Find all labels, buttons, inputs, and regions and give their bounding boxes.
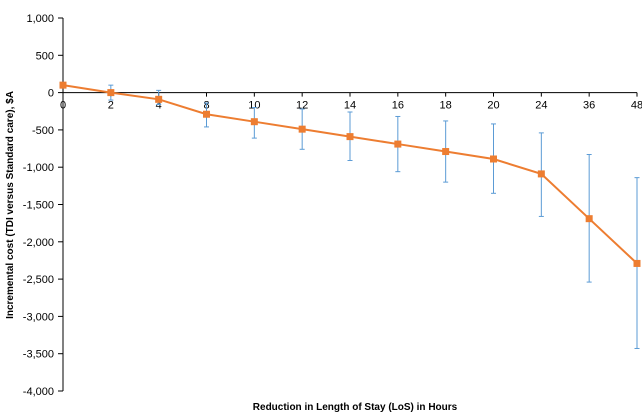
x-tick-label: 16: [392, 100, 404, 112]
y-tick-label: -2,000: [23, 237, 54, 249]
x-tick-label: 10: [248, 100, 260, 112]
x-tick-label: 36: [583, 100, 595, 112]
x-tick-label: 12: [296, 100, 308, 112]
x-tick-label: 20: [487, 100, 499, 112]
data-point: [155, 95, 163, 103]
x-tick-label: 48: [631, 100, 642, 112]
data-point: [203, 110, 210, 118]
y-tick-label: -1,500: [23, 200, 54, 212]
error-bars: [108, 84, 640, 349]
y-tick-label: -2,500: [23, 274, 54, 286]
x-tick-label: 2: [108, 100, 114, 112]
data-point: [298, 125, 306, 133]
y-tick-label: 0: [48, 88, 54, 100]
x-tick-marks: [62, 92, 638, 97]
y-tick-label: -1,000: [23, 162, 54, 174]
data-point: [250, 118, 258, 126]
data-point: [346, 133, 354, 141]
x-tick-label: 18: [440, 100, 452, 112]
x-tick-label: 24: [535, 100, 547, 112]
y-tick-label: -500: [32, 125, 54, 137]
y-tick-label: -3,500: [23, 349, 54, 361]
y-tick-marks: [58, 17, 63, 392]
data-point: [394, 140, 402, 148]
x-tick-labels: 0248101214161820243648: [60, 100, 642, 112]
x-tick-label: 14: [344, 100, 356, 112]
x-tick-label: 4: [156, 100, 162, 112]
data-points: [59, 81, 641, 267]
data-point: [490, 155, 497, 163]
data-point: [59, 81, 67, 89]
data-point: [442, 148, 450, 156]
data-point: [633, 259, 641, 267]
y-tick-label: 1,000: [26, 13, 54, 25]
y-tick-label: -4,000: [23, 386, 54, 398]
data-point: [537, 170, 545, 178]
y-tick-label: 500: [36, 50, 54, 62]
x-axis-title: Reduction in Length of Stay (LoS) in Hou…: [253, 402, 458, 412]
y-tick-label: -3,000: [23, 311, 54, 323]
data-point: [107, 89, 115, 97]
data-point: [585, 215, 593, 223]
y-tick-labels: 1,000 500 0 -500 -1,000 -1,500 -2,000 -2,500 -3,…: [23, 13, 54, 398]
y-axis-title: Incremental cost (TDI versus Standard ca…: [5, 91, 16, 319]
